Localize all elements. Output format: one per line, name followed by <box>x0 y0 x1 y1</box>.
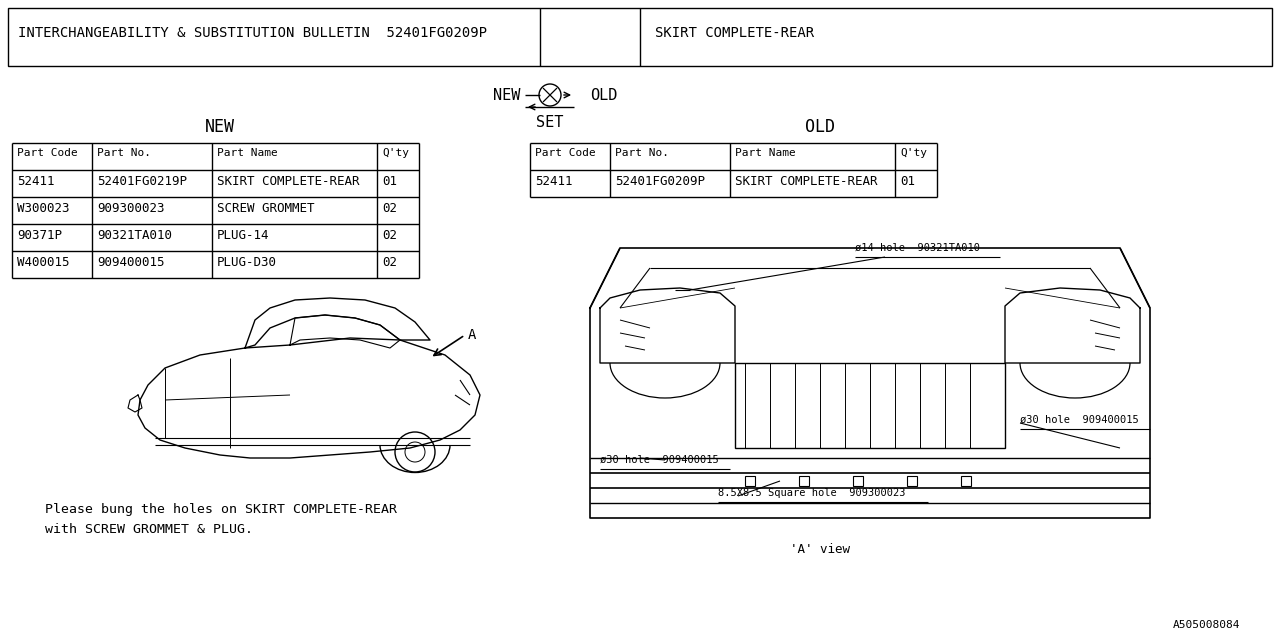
Text: 02: 02 <box>381 256 397 269</box>
Text: A505008084: A505008084 <box>1172 620 1240 630</box>
Text: 909300023: 909300023 <box>97 202 165 215</box>
Text: 02: 02 <box>381 202 397 215</box>
Text: SKIRT COMPLETE-REAR: SKIRT COMPLETE-REAR <box>218 175 360 188</box>
Text: 90371P: 90371P <box>17 229 61 242</box>
Bar <box>908 476 916 486</box>
Text: ø30 hole  909400015: ø30 hole 909400015 <box>1020 415 1139 425</box>
Text: 8.5X8.5 Square hole  909300023: 8.5X8.5 Square hole 909300023 <box>718 488 905 498</box>
Bar <box>735 363 1005 448</box>
Text: 52411: 52411 <box>17 175 55 188</box>
Text: INTERCHANGEABILITY & SUBSTITUTION BULLETIN  52401FG0209P: INTERCHANGEABILITY & SUBSTITUTION BULLET… <box>18 26 486 40</box>
Text: 52401FG0209P: 52401FG0209P <box>614 175 705 188</box>
Text: 01: 01 <box>900 175 915 188</box>
Text: SKIRT COMPLETE-REAR: SKIRT COMPLETE-REAR <box>735 175 878 188</box>
Text: Part No.: Part No. <box>97 148 151 158</box>
Text: Q'ty: Q'ty <box>381 148 410 158</box>
Text: A: A <box>468 328 476 342</box>
Bar <box>961 476 972 486</box>
Text: Part No.: Part No. <box>614 148 669 158</box>
Text: SKIRT COMPLETE-REAR: SKIRT COMPLETE-REAR <box>655 26 814 40</box>
Text: NEW: NEW <box>493 88 520 102</box>
Text: ø14 hole  90321TA010: ø14 hole 90321TA010 <box>855 243 980 253</box>
Text: 01: 01 <box>381 175 397 188</box>
Text: 'A' view: 'A' view <box>790 543 850 556</box>
Text: NEW: NEW <box>205 118 236 136</box>
Text: 02: 02 <box>381 229 397 242</box>
Text: W300023: W300023 <box>17 202 69 215</box>
Text: PLUG-14: PLUG-14 <box>218 229 270 242</box>
Text: ø30 hole  909400015: ø30 hole 909400015 <box>600 455 719 465</box>
Text: 52411: 52411 <box>535 175 572 188</box>
Bar <box>852 476 863 486</box>
Text: Part Name: Part Name <box>218 148 278 158</box>
Bar <box>745 476 755 486</box>
Text: with SCREW GROMMET & PLUG.: with SCREW GROMMET & PLUG. <box>45 523 253 536</box>
Text: SCREW GROMMET: SCREW GROMMET <box>218 202 315 215</box>
Text: Q'ty: Q'ty <box>900 148 927 158</box>
Text: Part Code: Part Code <box>535 148 595 158</box>
Text: OLD: OLD <box>805 118 835 136</box>
Text: 90321TA010: 90321TA010 <box>97 229 172 242</box>
Text: 909400015: 909400015 <box>97 256 165 269</box>
Text: Part Code: Part Code <box>17 148 78 158</box>
Text: W400015: W400015 <box>17 256 69 269</box>
Text: OLD: OLD <box>590 88 617 102</box>
Bar <box>8 8 1272 66</box>
Text: 52401FG0219P: 52401FG0219P <box>97 175 187 188</box>
Text: Part Name: Part Name <box>735 148 796 158</box>
Text: PLUG-D30: PLUG-D30 <box>218 256 276 269</box>
Text: SET: SET <box>536 115 563 130</box>
Text: Please bung the holes on SKIRT COMPLETE-REAR: Please bung the holes on SKIRT COMPLETE-… <box>45 503 397 516</box>
Bar <box>799 476 809 486</box>
